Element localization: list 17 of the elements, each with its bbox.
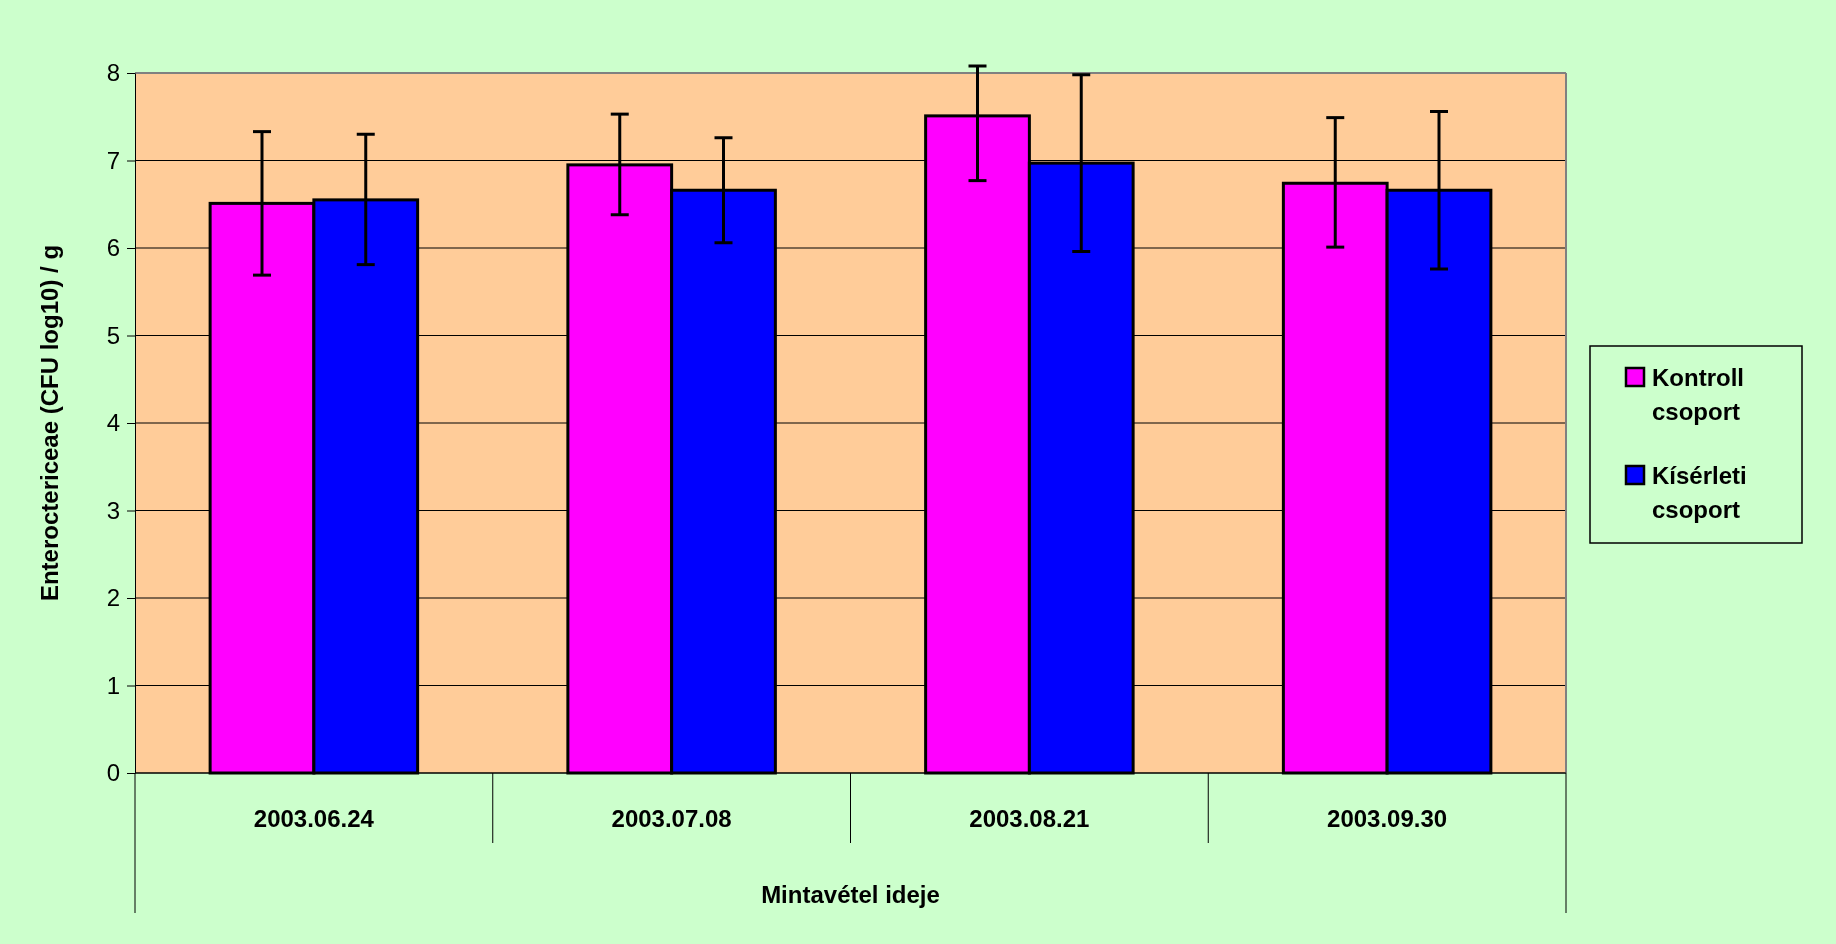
x-tick-label: 2003.09.30 [1327,805,1448,832]
x-axis-title: Mintavétel ideje [761,881,940,908]
y-tick-label: 2 [106,584,120,612]
y-tick-label: 6 [106,234,120,262]
legend-label: Kontroll csoport [1652,364,1744,425]
y-tick-label: 7 [106,146,120,174]
y-tick-label: 3 [106,496,120,524]
y-tick-label: 0 [106,759,120,787]
x-tick-label: 2003.06.24 [253,805,375,832]
x-tick-label: 2003.08.21 [969,805,1090,832]
y-tick-label: 5 [106,321,120,349]
y-tick-label: 1 [106,671,120,699]
y-tick-label: 8 [106,59,120,87]
legend-label: Kísérleti csoport [1652,462,1747,523]
x-tick-label: 2003.07.08 [611,805,732,832]
y-tick-label: 4 [106,409,120,437]
y-axis-title: Enteroctericeae (CFU log10) / g [36,244,63,602]
